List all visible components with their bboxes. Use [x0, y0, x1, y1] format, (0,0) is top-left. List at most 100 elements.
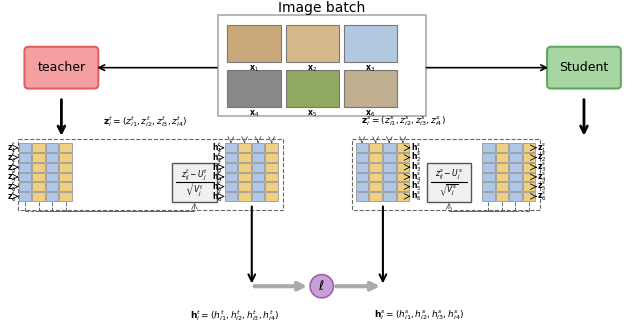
FancyBboxPatch shape: [523, 192, 536, 201]
FancyBboxPatch shape: [252, 144, 264, 152]
FancyBboxPatch shape: [227, 70, 281, 107]
Text: $\mathbf{x}_5$: $\mathbf{x}_5$: [307, 109, 317, 119]
Text: $\mathbf{h}_i^t = (h_{i1}^t, h_{i2}^t, h_{i3}^t, h_{i4}^t)$: $\mathbf{h}_i^t = (h_{i1}^t, h_{i2}^t, h…: [189, 308, 279, 323]
FancyBboxPatch shape: [46, 153, 58, 162]
FancyBboxPatch shape: [252, 153, 264, 162]
FancyBboxPatch shape: [523, 153, 536, 162]
FancyBboxPatch shape: [252, 192, 264, 201]
Text: $\mathbf{z}_4^s$: $\mathbf{z}_4^s$: [538, 170, 547, 184]
FancyBboxPatch shape: [482, 163, 495, 172]
Text: $\mathbf{x}_6$: $\mathbf{x}_6$: [365, 109, 375, 119]
Text: $\sqrt{V_j^t}$: $\sqrt{V_j^t}$: [185, 181, 204, 199]
FancyBboxPatch shape: [46, 192, 58, 201]
FancyBboxPatch shape: [397, 163, 409, 172]
FancyBboxPatch shape: [356, 173, 369, 181]
FancyBboxPatch shape: [32, 163, 45, 172]
Text: $\mathbf{h}_1^t$: $\mathbf{h}_1^t$: [212, 140, 223, 155]
FancyBboxPatch shape: [225, 192, 237, 201]
FancyBboxPatch shape: [266, 182, 278, 191]
FancyBboxPatch shape: [60, 163, 72, 172]
FancyBboxPatch shape: [60, 182, 72, 191]
FancyBboxPatch shape: [482, 182, 495, 191]
Text: $\mathbf{x}_4$: $\mathbf{x}_4$: [249, 109, 259, 119]
FancyBboxPatch shape: [46, 173, 58, 181]
Text: teacher: teacher: [37, 61, 86, 74]
FancyBboxPatch shape: [172, 163, 217, 202]
FancyBboxPatch shape: [266, 153, 278, 162]
Text: $z_{ij}^t - U_j^t$: $z_{ij}^t - U_j^t$: [181, 167, 208, 183]
FancyBboxPatch shape: [369, 173, 382, 181]
FancyBboxPatch shape: [356, 182, 369, 191]
FancyBboxPatch shape: [495, 173, 508, 181]
FancyBboxPatch shape: [266, 192, 278, 201]
Text: $\mathbf{h}_6^s$: $\mathbf{h}_6^s$: [411, 190, 422, 203]
FancyBboxPatch shape: [369, 192, 382, 201]
Bar: [352, 139, 540, 211]
Text: $\mathbf{h}_4^t$: $\mathbf{h}_4^t$: [212, 169, 223, 184]
FancyBboxPatch shape: [495, 182, 508, 191]
FancyBboxPatch shape: [509, 163, 522, 172]
FancyBboxPatch shape: [509, 144, 522, 152]
FancyBboxPatch shape: [218, 15, 426, 116]
FancyBboxPatch shape: [383, 173, 396, 181]
FancyBboxPatch shape: [225, 173, 237, 181]
FancyBboxPatch shape: [266, 163, 278, 172]
FancyBboxPatch shape: [509, 173, 522, 181]
FancyBboxPatch shape: [523, 182, 536, 191]
FancyBboxPatch shape: [344, 25, 397, 62]
FancyBboxPatch shape: [32, 192, 45, 201]
FancyBboxPatch shape: [356, 163, 369, 172]
FancyBboxPatch shape: [509, 192, 522, 201]
FancyBboxPatch shape: [356, 192, 369, 201]
FancyBboxPatch shape: [397, 144, 409, 152]
FancyBboxPatch shape: [46, 182, 58, 191]
FancyBboxPatch shape: [46, 163, 58, 172]
FancyBboxPatch shape: [482, 173, 495, 181]
FancyBboxPatch shape: [32, 182, 45, 191]
Text: $\mathbf{h}_2^s$: $\mathbf{h}_2^s$: [411, 151, 422, 164]
FancyBboxPatch shape: [369, 182, 382, 191]
FancyBboxPatch shape: [225, 153, 237, 162]
FancyBboxPatch shape: [60, 192, 72, 201]
Text: $\mathbf{h}_5^t$: $\mathbf{h}_5^t$: [212, 179, 223, 194]
FancyBboxPatch shape: [547, 47, 621, 89]
Text: $\mathbf{h}_2^t$: $\mathbf{h}_2^t$: [212, 150, 223, 165]
Text: $\ell$: $\ell$: [319, 279, 325, 293]
FancyBboxPatch shape: [19, 144, 31, 152]
FancyBboxPatch shape: [482, 153, 495, 162]
Text: $\mathbf{z}_3^s$: $\mathbf{z}_3^s$: [538, 161, 547, 174]
Text: $\mathbf{h}_4^s$: $\mathbf{h}_4^s$: [411, 170, 422, 184]
Text: $\mathbf{z}_i^s = (z_{i1}^s, z_{i2}^s, z_{i3}^s, z_{i4}^s)$: $\mathbf{z}_i^s = (z_{i1}^s, z_{i2}^s, z…: [360, 114, 445, 128]
Text: $\mathbf{h}_6^t$: $\mathbf{h}_6^t$: [212, 189, 223, 204]
Bar: [18, 139, 283, 211]
Text: $\mathbf{h}_i^s = (h_{i1}^s, h_{i2}^s, h_{i3}^s, h_{i4}^s)$: $\mathbf{h}_i^s = (h_{i1}^s, h_{i2}^s, h…: [374, 309, 464, 322]
FancyBboxPatch shape: [19, 192, 31, 201]
FancyBboxPatch shape: [383, 144, 396, 152]
FancyBboxPatch shape: [495, 163, 508, 172]
Text: $\mathbf{z}_2^s$: $\mathbf{z}_2^s$: [538, 151, 547, 164]
Text: $\mathbf{z}_6^t$: $\mathbf{z}_6^t$: [7, 189, 17, 204]
FancyBboxPatch shape: [383, 163, 396, 172]
FancyBboxPatch shape: [238, 173, 251, 181]
FancyBboxPatch shape: [356, 153, 369, 162]
FancyBboxPatch shape: [252, 173, 264, 181]
FancyBboxPatch shape: [397, 153, 409, 162]
FancyBboxPatch shape: [482, 144, 495, 152]
Text: $\mathbf{x}_1$: $\mathbf{x}_1$: [249, 64, 259, 74]
FancyBboxPatch shape: [60, 173, 72, 181]
FancyBboxPatch shape: [60, 153, 72, 162]
FancyBboxPatch shape: [32, 144, 45, 152]
FancyBboxPatch shape: [523, 173, 536, 181]
Text: $\mathbf{z}_4^t$: $\mathbf{z}_4^t$: [7, 169, 17, 184]
Text: $\mathbf{z}_2^t$: $\mathbf{z}_2^t$: [7, 150, 17, 165]
FancyBboxPatch shape: [225, 182, 237, 191]
Text: Student: Student: [559, 61, 609, 74]
FancyBboxPatch shape: [482, 192, 495, 201]
FancyBboxPatch shape: [383, 192, 396, 201]
FancyBboxPatch shape: [19, 153, 31, 162]
Text: $\mathbf{h}_1^s$: $\mathbf{h}_1^s$: [411, 141, 422, 155]
FancyBboxPatch shape: [24, 47, 99, 89]
FancyBboxPatch shape: [238, 163, 251, 172]
FancyBboxPatch shape: [266, 173, 278, 181]
Text: $\mathbf{z}_6^s$: $\mathbf{z}_6^s$: [538, 190, 547, 203]
